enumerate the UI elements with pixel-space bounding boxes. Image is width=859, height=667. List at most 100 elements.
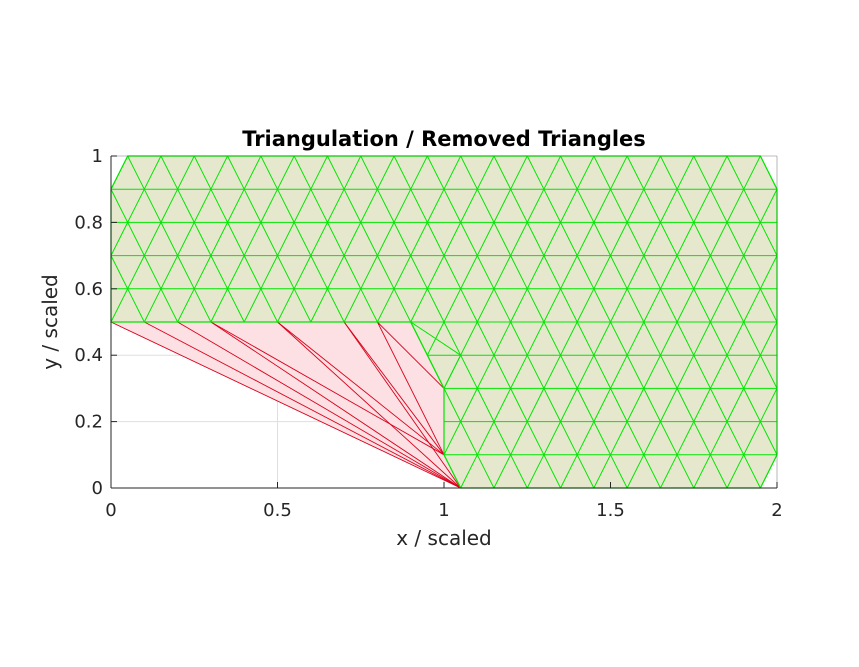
mesh-edge-diagonal [643, 288, 661, 323]
mesh-edge-diagonal [493, 454, 512, 488]
mesh-edge-diagonal [143, 156, 162, 190]
mesh-edge-diagonal [177, 156, 195, 190]
mesh-edge-diagonal [260, 156, 278, 190]
mesh-edge-diagonal [443, 288, 462, 323]
mesh-edge-diagonal [526, 454, 545, 488]
mesh-edge-diagonal [576, 156, 595, 190]
mesh-edge-diagonal [576, 255, 595, 290]
mesh-edge-diagonal [543, 222, 561, 256]
y-tick-label: 0.6 [74, 279, 103, 300]
mesh-edge-diagonal [343, 222, 362, 256]
mesh-edge-diagonal [111, 288, 129, 323]
mesh-edge-diagonal [360, 288, 378, 323]
mesh-edge-diagonal [227, 188, 245, 223]
mesh-edge-diagonal [460, 421, 478, 456]
mesh-edge-diagonal [443, 321, 462, 356]
mesh-edge-diagonal [709, 454, 728, 488]
mesh-edge-diagonal [560, 222, 578, 256]
mesh-edge-diagonal [643, 454, 661, 488]
mesh-edge-diagonal [726, 354, 745, 389]
mesh-edge-diagonal [177, 222, 195, 256]
mesh-edge-diagonal [560, 288, 578, 323]
mesh-edge-diagonal [426, 156, 445, 190]
mesh-edge-diagonal [160, 156, 179, 190]
mesh-edge-diagonal [143, 222, 162, 256]
mesh-edge-diagonal [626, 354, 645, 389]
mesh-edge-diagonal [443, 222, 462, 256]
mesh-edge-diagonal [227, 156, 245, 190]
mesh-edge-diagonal [111, 255, 129, 290]
mesh-edge-diagonal [576, 188, 595, 223]
mesh-edge-diagonal [410, 156, 428, 190]
mesh-edge-diagonal [743, 421, 761, 456]
mesh-edge-diagonal [510, 188, 528, 223]
mesh-edge-diagonal [593, 321, 611, 356]
removed-triangle-edge [210, 321, 461, 489]
mesh-edge-diagonal [443, 388, 462, 422]
mesh-edge-diagonal [293, 222, 312, 256]
mesh-edge-diagonal [127, 222, 145, 256]
plot-axes: 0 0.5 1 1.5 2 0 0.2 0.4 0.6 0.8 1 [74, 146, 782, 521]
mesh-edge-diagonal [593, 421, 611, 456]
mesh-edge-diagonal [610, 288, 628, 323]
x-tick-label: 0.5 [263, 500, 292, 521]
x-tick-label: 1 [438, 500, 449, 521]
mesh-edge-diagonal [593, 454, 611, 488]
mesh-edge-diagonal [709, 354, 728, 389]
x-axis-label: x / scaled [396, 526, 492, 550]
mesh-edge-diagonal [660, 354, 678, 389]
mesh-edge-diagonal [626, 156, 645, 190]
mesh-edge-diagonal [610, 222, 628, 256]
mesh-edge-diagonal [560, 321, 578, 356]
mesh-edge-diagonal [660, 288, 678, 323]
mesh-edge-diagonal [593, 354, 611, 389]
mesh-edge-diagonal [493, 288, 512, 323]
mesh-edge-diagonal [376, 222, 395, 256]
mesh-edge-diagonal [543, 321, 561, 356]
mesh-edge-diagonal [676, 454, 695, 488]
mesh-edge-diagonal [626, 255, 645, 290]
removed-triangle-edge [277, 321, 461, 489]
removed-triangle-edge [177, 321, 461, 489]
mesh-edge-diagonal [743, 188, 761, 223]
mesh-edge-diagonal [193, 188, 212, 223]
mesh-edge-diagonal [726, 388, 745, 422]
mesh-edge-diagonal [643, 188, 661, 223]
mesh-edge-diagonal [560, 156, 578, 190]
y-axis-label: y / scaled [38, 274, 62, 370]
y-tick-label: 1 [92, 146, 103, 167]
mesh-edge-diagonal [376, 288, 395, 323]
mesh-edge-diagonal [526, 321, 545, 356]
mesh-edge-diagonal [626, 321, 645, 356]
mesh-edge-diagonal [393, 255, 412, 290]
y-tick-label: 0.4 [74, 345, 103, 366]
mesh-edge-diagonal [543, 388, 561, 422]
mesh-edge-diagonal [660, 188, 678, 223]
mesh-edge-diagonal [376, 255, 395, 290]
mesh-edge-diagonal [143, 188, 162, 223]
mesh-edge-diagonal [343, 188, 362, 223]
mesh-edge-diagonal [426, 188, 445, 223]
mesh-edge-diagonal [560, 421, 578, 456]
mesh-edge-diagonal [576, 288, 595, 323]
mesh-edge-diagonal [310, 188, 328, 223]
mesh-edge-diagonal [277, 288, 295, 323]
mesh-edge-diagonal [543, 188, 561, 223]
mesh-edge-diagonal [127, 156, 145, 190]
mesh-edge-diagonal [243, 288, 262, 323]
mesh-edge-diagonal [260, 188, 278, 223]
mesh-edge-diagonal [443, 421, 462, 456]
mesh-edge-diagonal [676, 222, 695, 256]
mesh-edge-diagonal [526, 156, 545, 190]
mesh-edge-diagonal [177, 288, 195, 323]
mesh-edge-diagonal [593, 188, 611, 223]
mesh-edge-diagonal [193, 222, 212, 256]
mesh-edge-diagonal [493, 421, 512, 456]
mesh-edge-diagonal [576, 321, 595, 356]
mesh-edge-diagonal [693, 421, 711, 456]
mesh-edge-diagonal [643, 388, 661, 422]
mesh-edge-diagonal [310, 156, 328, 190]
mesh-edge-diagonal [426, 255, 445, 290]
mesh-edge-diagonal [493, 188, 512, 223]
